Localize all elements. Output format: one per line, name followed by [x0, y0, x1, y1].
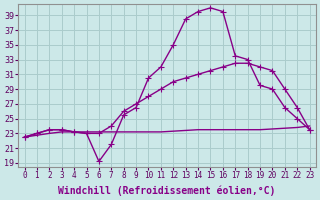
X-axis label: Windchill (Refroidissement éolien,°C): Windchill (Refroidissement éolien,°C) — [58, 185, 276, 196]
